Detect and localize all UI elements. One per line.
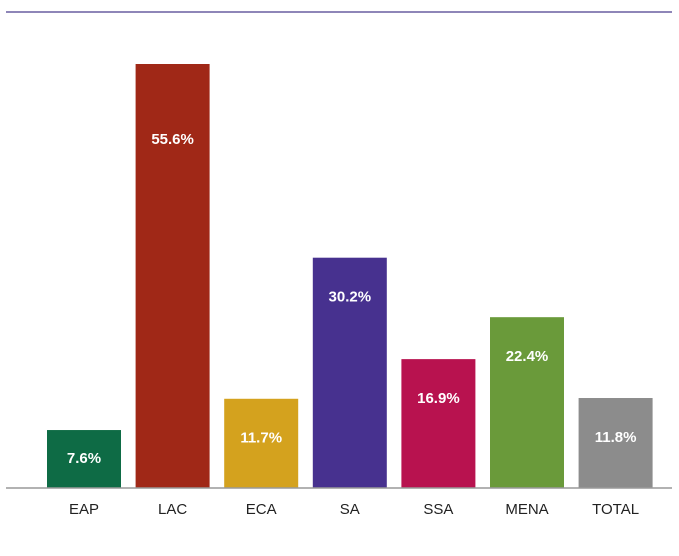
- x-tick-label: SA: [340, 501, 360, 518]
- value-label: 7.6%: [67, 450, 101, 467]
- value-label: 30.2%: [329, 289, 372, 306]
- x-tick-label: EAP: [69, 501, 99, 518]
- value-label: 11.7%: [240, 430, 282, 447]
- value-label: 22.4%: [506, 348, 549, 365]
- bar: [135, 64, 210, 488]
- x-tick-label: MENA: [505, 501, 548, 518]
- bar: [490, 317, 564, 488]
- x-tick-label: ECA: [246, 501, 277, 518]
- x-tick-label: LAC: [158, 501, 187, 518]
- bar: [401, 359, 476, 488]
- x-tick-label: SSA: [423, 501, 453, 518]
- x-tick-label: TOTAL: [592, 501, 639, 518]
- bar: [224, 398, 299, 488]
- value-label: 16.9%: [417, 390, 460, 407]
- bar: [312, 257, 387, 488]
- bar: [47, 430, 121, 488]
- bar: [578, 398, 653, 488]
- value-label: 11.8%: [595, 429, 637, 446]
- value-label: 55.6%: [151, 131, 194, 148]
